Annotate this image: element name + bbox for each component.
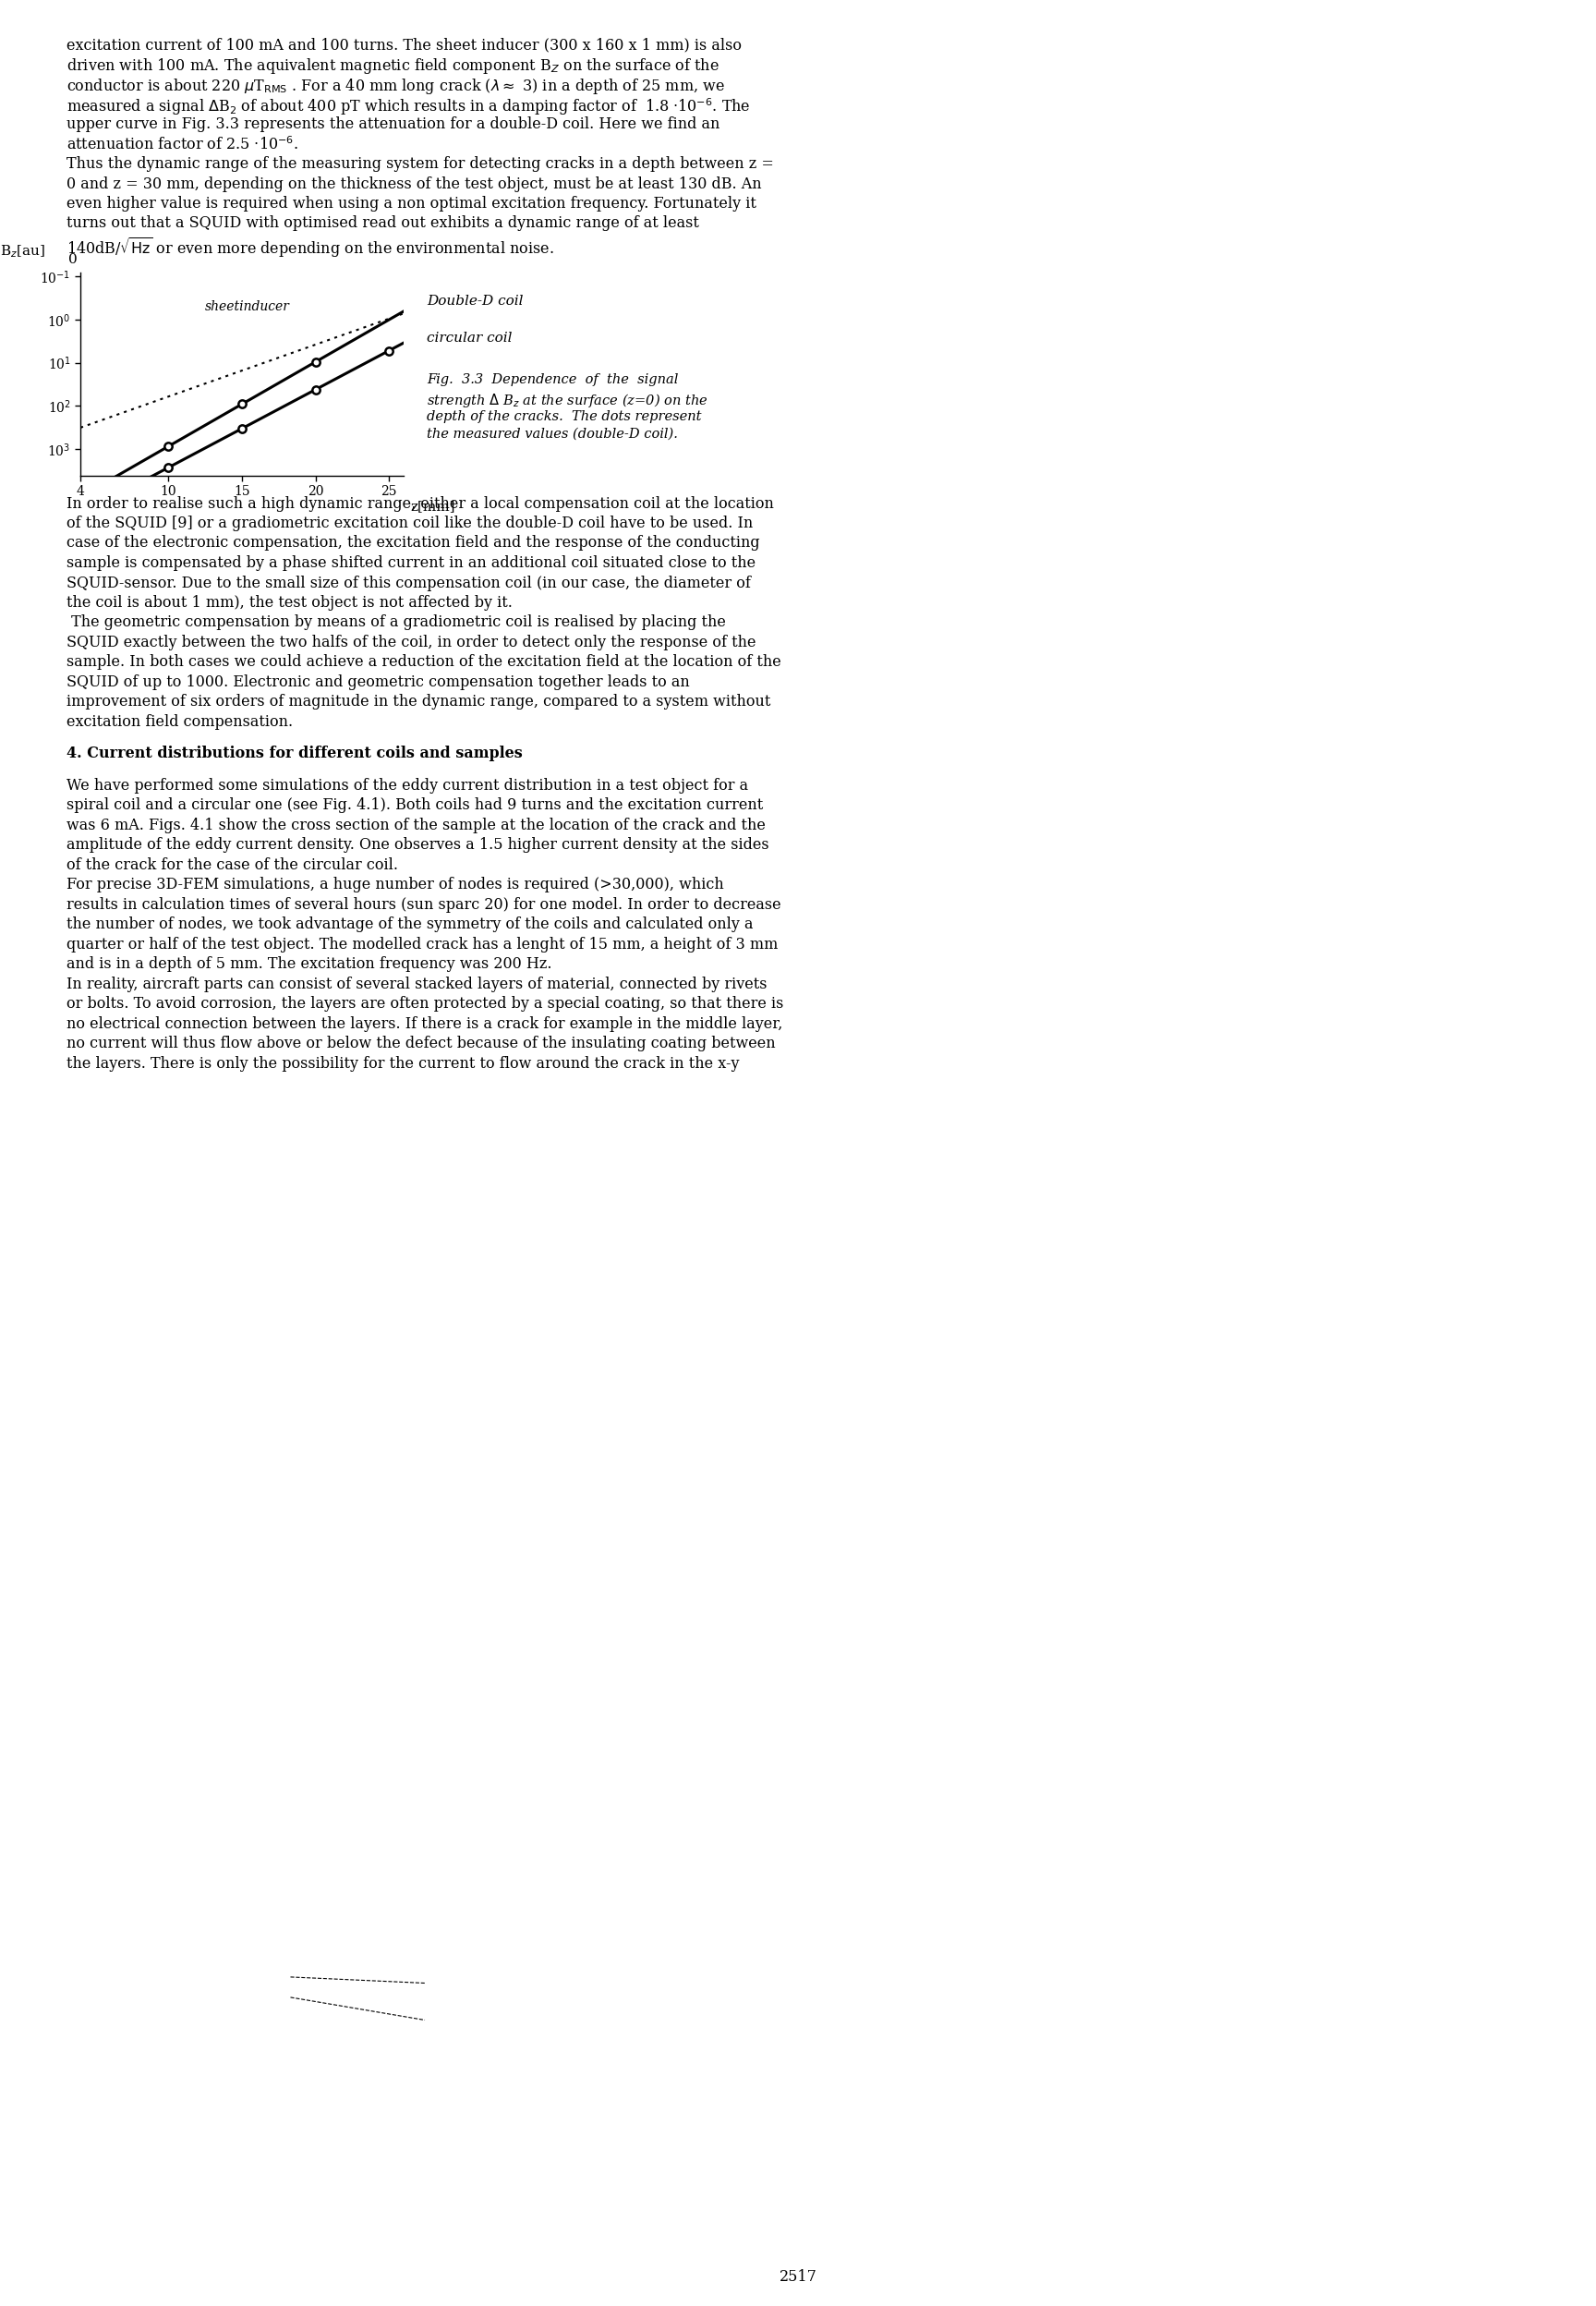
- Text: was 6 mA. Figs. 4.1 show the cross section of the sample at the location of the : was 6 mA. Figs. 4.1 show the cross secti…: [67, 816, 766, 832]
- Text: For precise 3D-FEM simulations, a huge number of nodes is required (>30,000), wh: For precise 3D-FEM simulations, a huge n…: [67, 876, 725, 892]
- Text: the number of nodes, we took advantage of the symmetry of the coils and calculat: the number of nodes, we took advantage o…: [67, 918, 753, 932]
- Text: excitation field compensation.: excitation field compensation.: [67, 715, 294, 731]
- Text: and is in a depth of 5 mm. The excitation frequency was 200 Hz.: and is in a depth of 5 mm. The excitatio…: [67, 957, 552, 973]
- Text: 0: 0: [69, 254, 77, 265]
- Text: z[mm]: z[mm]: [410, 500, 455, 512]
- Text: improvement of six orders of magnitude in the dynamic range, compared to a syste: improvement of six orders of magnitude i…: [67, 694, 771, 710]
- Text: of the crack for the case of the circular coil.: of the crack for the case of the circula…: [67, 858, 397, 874]
- Text: the layers. There is only the possibility for the current to flow around the cra: the layers. There is only the possibilit…: [67, 1056, 739, 1072]
- Text: 140dB/$\sqrt{\mathrm{Hz}}$ or even more depending on the environmental noise.: 140dB/$\sqrt{\mathrm{Hz}}$ or even more …: [67, 235, 554, 261]
- Text: attenuation factor of 2.5 $\cdot$10$^{-6}$.: attenuation factor of 2.5 $\cdot$10$^{-6…: [67, 136, 298, 155]
- Text: B$_z$[au]: B$_z$[au]: [0, 244, 45, 261]
- Text: of the SQUID [9] or a gradiometric excitation coil like the double-D coil have t: of the SQUID [9] or a gradiometric excit…: [67, 517, 753, 530]
- Text: The geometric compensation by means of a gradiometric coil is realised by placin: The geometric compensation by means of a…: [67, 616, 726, 630]
- Text: SQUID-sensor. Due to the small size of this compensation coil (in our case, the : SQUID-sensor. Due to the small size of t…: [67, 574, 750, 590]
- Text: spiral coil and a circular one (see Fig. 4.1). Both coils had 9 turns and the ex: spiral coil and a circular one (see Fig.…: [67, 798, 763, 814]
- Text: or bolts. To avoid corrosion, the layers are often protected by a special coatin: or bolts. To avoid corrosion, the layers…: [67, 996, 784, 1012]
- Text: results in calculation times of several hours (sun sparc 20) for one model. In o: results in calculation times of several …: [67, 897, 780, 913]
- Text: SQUID exactly between the two halfs of the coil, in order to detect only the res: SQUID exactly between the two halfs of t…: [67, 634, 757, 650]
- Text: Fig.  3.3  Dependence  of  the  signal: Fig. 3.3 Dependence of the signal: [426, 374, 678, 387]
- Text: We have performed some simulations of the eddy current distribution in a test ob: We have performed some simulations of th…: [67, 777, 749, 793]
- Text: Thus the dynamic range of the measuring system for detecting cracks in a depth b: Thus the dynamic range of the measuring …: [67, 157, 774, 173]
- Text: measured a signal $\Delta$B$_2$ of about 400 pT which results in a damping facto: measured a signal $\Delta$B$_2$ of about…: [67, 97, 750, 118]
- Text: circular coil: circular coil: [426, 332, 512, 346]
- Text: even higher value is required when using a non optimal excitation frequency. For: even higher value is required when using…: [67, 196, 757, 212]
- Text: sheetinducer: sheetinducer: [206, 300, 290, 314]
- Text: the measured values (double-D coil).: the measured values (double-D coil).: [426, 427, 678, 440]
- Text: case of the electronic compensation, the excitation field and the response of th: case of the electronic compensation, the…: [67, 535, 760, 551]
- Text: SQUID of up to 1000. Electronic and geometric compensation together leads to an: SQUID of up to 1000. Electronic and geom…: [67, 673, 689, 689]
- Text: In order to realise such a high dynamic range, either a local compensation coil : In order to realise such a high dynamic …: [67, 496, 774, 512]
- Text: no electrical connection between the layers. If there is a crack for example in : no electrical connection between the lay…: [67, 1017, 782, 1031]
- Text: sample is compensated by a phase shifted current in an additional coil situated : sample is compensated by a phase shifted…: [67, 556, 755, 572]
- Text: sample. In both cases we could achieve a reduction of the excitation field at th: sample. In both cases we could achieve a…: [67, 655, 780, 671]
- Text: 0 and z = 30 mm, depending on the thickness of the test object, must be at least: 0 and z = 30 mm, depending on the thickn…: [67, 175, 761, 191]
- Text: the coil is about 1 mm), the test object is not affected by it.: the coil is about 1 mm), the test object…: [67, 595, 512, 611]
- Text: strength $\Delta$ B$_z$ at the surface (z=0) on the: strength $\Delta$ B$_z$ at the surface (…: [426, 392, 709, 408]
- Text: quarter or half of the test object. The modelled crack has a lenght of 15 mm, a : quarter or half of the test object. The …: [67, 936, 777, 952]
- Text: no current will thus flow above or below the defect because of the insulating co: no current will thus flow above or below…: [67, 1035, 776, 1052]
- Text: amplitude of the eddy current density. One observes a 1.5 higher current density: amplitude of the eddy current density. O…: [67, 837, 769, 853]
- Text: Double-D coil: Double-D coil: [426, 295, 523, 309]
- Text: In reality, aircraft parts can consist of several stacked layers of material, co: In reality, aircraft parts can consist o…: [67, 975, 768, 992]
- Text: conductor is about 220 $\mu$T$_{\mathrm{RMS}}$ . For a 40 mm long crack ($\lambd: conductor is about 220 $\mu$T$_{\mathrm{…: [67, 76, 725, 97]
- Text: excitation current of 100 mA and 100 turns. The sheet inducer (300 x 160 x 1 mm): excitation current of 100 mA and 100 tur…: [67, 37, 742, 53]
- Text: driven with 100 mA. The aquivalent magnetic field component B$_Z$ on the surface: driven with 100 mA. The aquivalent magne…: [67, 58, 720, 76]
- Text: 2517: 2517: [779, 2269, 817, 2285]
- Text: depth of the cracks.  The dots represent: depth of the cracks. The dots represent: [426, 410, 702, 422]
- Text: turns out that a SQUID with optimised read out exhibits a dynamic range of at le: turns out that a SQUID with optimised re…: [67, 217, 699, 231]
- Text: 4. Current distributions for different coils and samples: 4. Current distributions for different c…: [67, 745, 522, 761]
- Text: upper curve in Fig. 3.3 represents the attenuation for a double-D coil. Here we : upper curve in Fig. 3.3 represents the a…: [67, 115, 720, 131]
